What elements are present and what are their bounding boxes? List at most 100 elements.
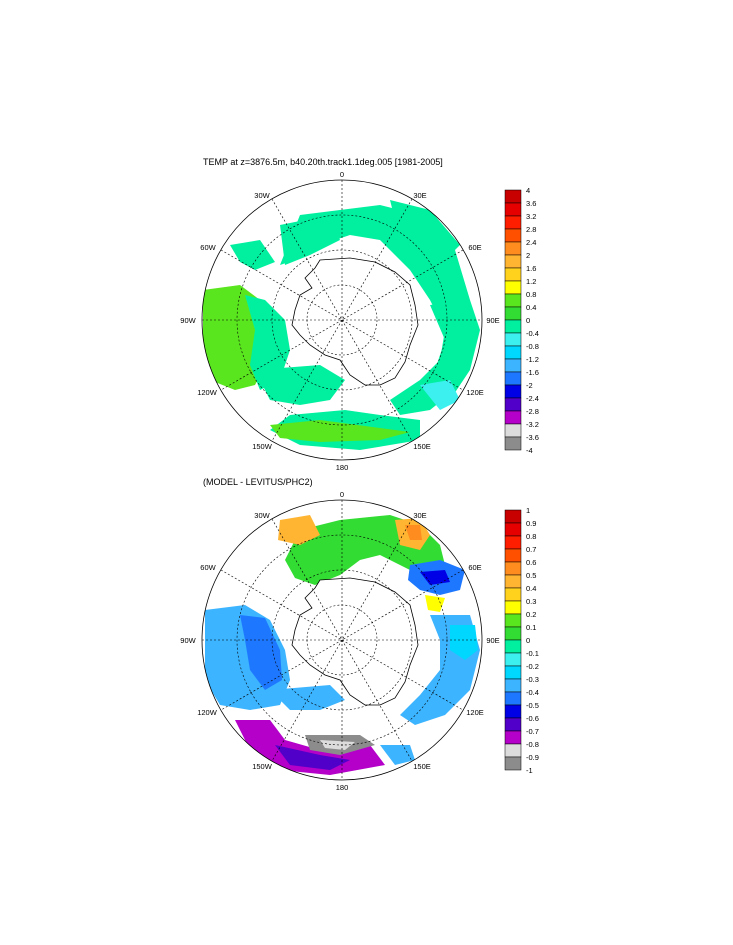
bottom-colorbar-label: -0.4 — [526, 688, 539, 697]
top-colorbar-swatch — [504, 384, 522, 399]
top-map-boundary — [201, 179, 483, 461]
bottom-lon-label-150w: 150W — [252, 762, 273, 771]
top-colorbar-swatch — [504, 332, 522, 347]
bottom-colorbar-swatch — [504, 639, 522, 654]
bottom-colorbar-swatch — [504, 704, 522, 719]
top-polar-map: 0 30E 60E 90E 120E 150E 180 150W 120W 90… — [180, 170, 539, 472]
bottom-colorbar-label: 0.1 — [526, 623, 536, 632]
bottom-graticule — [202, 500, 482, 780]
top-colorbar-swatch — [504, 397, 522, 412]
bottom-colorbar-label: -0.8 — [526, 740, 539, 749]
bottom-colorbar-swatch — [504, 522, 522, 537]
top-colorbar-label: 0 — [526, 316, 530, 325]
bottom-colorbar-label: -0.1 — [526, 649, 539, 658]
bottom-colorbar-swatch — [504, 509, 522, 524]
bottom-polar-map: 0 30E 60E 90E 120E 150E 180 150W 120W 90… — [180, 490, 539, 792]
top-colorbar-swatch — [504, 202, 522, 217]
top-colorbar-swatch — [504, 215, 522, 230]
top-colorbar-label: 2.4 — [526, 238, 536, 247]
bottom-lon-label-60e: 60E — [468, 563, 481, 572]
top-colorbar-swatch — [504, 436, 522, 451]
bottom-colorbar-swatch — [504, 665, 522, 680]
bottom-colorbar-label: -0.7 — [526, 727, 539, 736]
top-colorbar-swatch — [504, 345, 522, 360]
top-colorbar-swatch — [504, 254, 522, 269]
top-lon-label-60e: 60E — [468, 243, 481, 252]
bottom-longitude-labels: 0 30E 60E 90E 120E 150E 180 150W 120W 90… — [180, 490, 499, 792]
top-colorbar-swatch — [504, 423, 522, 438]
top-colorbar: 4 3.6 3.2 2.8 2.4 2 1.6 1.2 0.8 0.4 0 -0.4 -0.8 -1.2 -… — [504, 186, 539, 455]
top-colorbar-swatch — [504, 306, 522, 321]
bottom-colorbar-label: 0.5 — [526, 571, 536, 580]
top-colorbar-label: 4 — [526, 186, 530, 195]
bottom-colorbar-swatch — [504, 678, 522, 693]
bottom-colorbar-swatch — [504, 548, 522, 563]
bottom-colorbar-label: -1 — [526, 766, 533, 775]
top-temperature-field — [203, 200, 480, 450]
top-colorbar-swatch — [504, 228, 522, 243]
bottom-colorbar-label: 1 — [526, 506, 530, 515]
top-colorbar-label: -4 — [526, 446, 533, 455]
top-colorbar-label: 0.8 — [526, 290, 536, 299]
bottom-colorbar-swatch — [504, 535, 522, 550]
top-colorbar-label: -3.2 — [526, 420, 539, 429]
bottom-colorbar-label: 0 — [526, 636, 530, 645]
bottom-lon-label-30w: 30W — [254, 511, 270, 520]
top-lon-label-180: 180 — [336, 463, 349, 472]
bottom-colorbar-label: 0.8 — [526, 532, 536, 541]
bottom-colorbar-swatch — [504, 613, 522, 628]
top-colorbar-swatch — [504, 280, 522, 295]
bottom-lon-label-180: 180 — [336, 783, 349, 792]
bottom-colorbar-label: 0.2 — [526, 610, 536, 619]
top-lon-label-60w: 60W — [200, 243, 216, 252]
bottom-lon-label-120e: 120E — [466, 708, 484, 717]
top-colorbar-label: -0.8 — [526, 342, 539, 351]
top-colorbar-swatch — [504, 293, 522, 308]
top-colorbar-label: 1.6 — [526, 264, 536, 273]
bottom-colorbar-swatch — [504, 743, 522, 758]
top-colorbar-swatch — [504, 410, 522, 425]
bottom-colorbar-label: -0.3 — [526, 675, 539, 684]
top-colorbar-swatch — [504, 319, 522, 334]
bottom-colorbar-label: 0.3 — [526, 597, 536, 606]
top-colorbar-label: -1.2 — [526, 355, 539, 364]
top-colorbar-label: 0.4 — [526, 303, 536, 312]
top-longitude-labels: 0 30E 60E 90E 120E 150E 180 150W 120W 90… — [180, 170, 499, 472]
bottom-colorbar-label: 0.9 — [526, 519, 536, 528]
top-lon-label-90w: 90W — [180, 316, 196, 325]
bottom-colorbar-swatch — [504, 730, 522, 745]
top-lon-label-150w: 150W — [252, 442, 273, 451]
top-colorbar-label: 2 — [526, 251, 530, 260]
bottom-colorbar-swatch — [504, 717, 522, 732]
bottom-colorbar-swatch — [504, 691, 522, 706]
top-colorbar-label: 3.6 — [526, 199, 536, 208]
bottom-lon-label-90e: 90E — [486, 636, 499, 645]
bottom-lon-label-30e: 30E — [413, 511, 426, 520]
bottom-lon-label-120w: 120W — [197, 708, 218, 717]
top-colorbar-label: 1.2 — [526, 277, 536, 286]
bottom-colorbar-label: 0.4 — [526, 584, 536, 593]
top-colorbar-label: -2 — [526, 381, 533, 390]
bottom-difference-field — [205, 515, 480, 775]
top-lon-label-30w: 30W — [254, 191, 270, 200]
bottom-colorbar-label: -0.9 — [526, 753, 539, 762]
top-colorbar-label: -0.4 — [526, 329, 539, 338]
top-colorbar-label: -2.8 — [526, 407, 539, 416]
bottom-colorbar-swatch — [504, 561, 522, 576]
top-colorbar-swatch — [504, 189, 522, 204]
top-colorbar-swatch — [504, 358, 522, 373]
top-colorbar-swatch — [504, 241, 522, 256]
top-panel-title: TEMP at z=3876.5m, b40.20th.track1.1deg.… — [203, 157, 443, 167]
top-lon-label-0: 0 — [340, 170, 344, 179]
top-lon-label-90e: 90E — [486, 316, 499, 325]
bottom-colorbar-swatch — [504, 587, 522, 602]
top-lon-label-150e: 150E — [413, 442, 431, 451]
bottom-lon-label-90w: 90W — [180, 636, 196, 645]
top-graticule — [202, 180, 482, 460]
bottom-colorbar-label: -0.5 — [526, 701, 539, 710]
top-colorbar-swatch — [504, 267, 522, 282]
bottom-colorbar-swatch — [504, 600, 522, 615]
bottom-colorbar-label: -0.6 — [526, 714, 539, 723]
bottom-colorbar: 1 0.9 0.8 0.7 0.6 0.5 0.4 0.3 0.2 0.1 0 -0.1 -0.2 -0.… — [504, 506, 539, 775]
